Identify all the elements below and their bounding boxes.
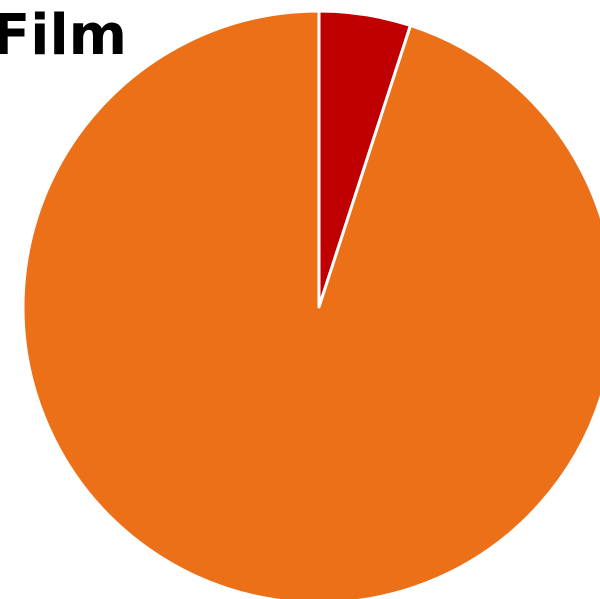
pie-slices bbox=[21, 9, 600, 599]
pie-slice-2 bbox=[21, 9, 600, 599]
chart-title: Film bbox=[0, 3, 127, 68]
